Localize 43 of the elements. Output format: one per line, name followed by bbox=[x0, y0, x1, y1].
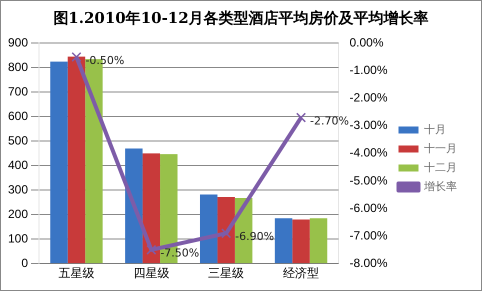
point bbox=[146, 244, 156, 255]
bar bbox=[142, 153, 160, 264]
x-tick-label: 三星级 bbox=[208, 266, 244, 280]
point bbox=[71, 52, 82, 62]
y-tick-label: 300 bbox=[8, 182, 28, 196]
legend-label: 十月 bbox=[424, 123, 446, 136]
y2-tick-label: -2.00% bbox=[349, 90, 388, 105]
bar bbox=[50, 62, 68, 264]
legend-label: 增长率 bbox=[423, 180, 457, 194]
y-tick-label: 900 bbox=[8, 36, 28, 50]
bar bbox=[310, 218, 328, 264]
y-tick-label: 0 bbox=[21, 256, 28, 270]
y-tick-label: 500 bbox=[8, 133, 28, 148]
data-label: -6.90% bbox=[235, 230, 274, 244]
y2-tick-label: -3.00% bbox=[349, 118, 388, 132]
bar bbox=[68, 56, 86, 264]
x-tick-label: 经济型 bbox=[283, 266, 320, 280]
y2-tick-label: -4.00% bbox=[349, 146, 388, 160]
y-tick-label: 700 bbox=[8, 84, 28, 98]
y2-tick-label: 0.00% bbox=[349, 36, 384, 50]
chart-title: 图1.2010年10-12月各类型酒店平均房价及平均增长率 bbox=[52, 9, 430, 29]
x-tick-label: 五星级 bbox=[58, 266, 94, 280]
point bbox=[221, 228, 232, 238]
y-tick-label: 600 bbox=[8, 108, 28, 123]
bar bbox=[292, 220, 310, 264]
bar bbox=[274, 218, 292, 264]
y2-tick-label: -7.00% bbox=[349, 228, 388, 242]
y2-tick-label: -5.00% bbox=[349, 173, 388, 188]
point bbox=[296, 112, 306, 123]
y2-tick-label: -6.00% bbox=[349, 200, 388, 215]
bar bbox=[125, 148, 143, 264]
y2-tick-label: -1.00% bbox=[349, 63, 388, 78]
y-tick-label: 800 bbox=[8, 60, 28, 74]
y-tick-label: 200 bbox=[8, 206, 28, 221]
legend-label: 十一月 bbox=[424, 142, 457, 156]
legend-label: 十二月 bbox=[424, 161, 457, 174]
data-label: -2.70% bbox=[310, 114, 349, 128]
x-tick-label: 四星级 bbox=[133, 266, 170, 280]
y-tick-label: 400 bbox=[8, 158, 28, 172]
y2-tick-label: -8.00% bbox=[349, 256, 388, 270]
bar bbox=[200, 194, 218, 264]
y-tick-label: 100 bbox=[8, 231, 28, 246]
data-label: -0.50% bbox=[85, 54, 124, 67]
